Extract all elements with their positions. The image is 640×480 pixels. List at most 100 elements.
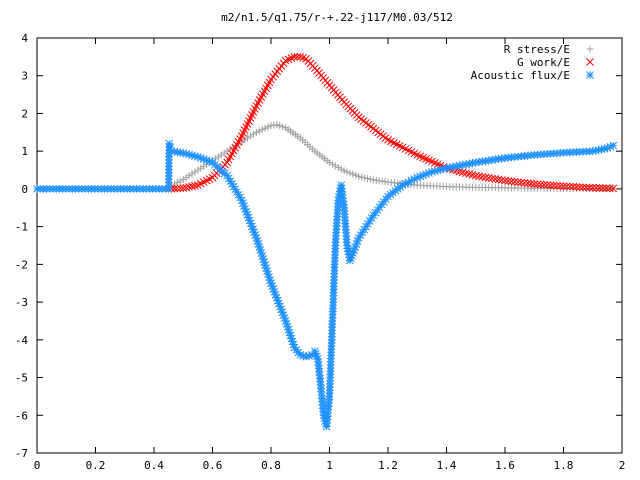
x-tick-label: 2 — [619, 459, 626, 472]
point — [346, 169, 354, 177]
data-marks — [33, 53, 618, 431]
point — [595, 184, 604, 192]
point — [173, 184, 182, 193]
point — [504, 177, 513, 185]
point — [366, 175, 374, 183]
point — [352, 171, 360, 179]
point — [523, 179, 532, 188]
x-tick-label: 0 — [34, 459, 41, 472]
point — [582, 183, 591, 192]
point — [599, 184, 607, 193]
point — [588, 183, 597, 192]
point — [602, 184, 611, 193]
point — [585, 183, 594, 192]
point — [361, 174, 369, 182]
y-tick-label: -6 — [15, 409, 28, 422]
y-tick-label: -5 — [15, 372, 28, 385]
point — [514, 178, 522, 186]
point — [553, 181, 561, 190]
point — [478, 172, 487, 181]
point — [520, 179, 529, 187]
x-tick-label: 0.4 — [144, 459, 164, 472]
point — [276, 122, 284, 130]
point — [398, 181, 407, 189]
point — [331, 162, 339, 170]
axes: 0 0.2 0.4 0.6 0.8 1 1.2 1.4 1.6 1.8 2 4 3 2 1 0 -1 -2 -3 -4… — [15, 32, 626, 472]
point — [562, 182, 571, 191]
point — [572, 183, 581, 191]
point — [488, 174, 496, 183]
point — [501, 176, 509, 185]
y-tick-label: 3 — [21, 70, 28, 83]
point — [527, 179, 535, 188]
point — [343, 168, 351, 176]
point — [458, 161, 467, 169]
point — [491, 175, 500, 183]
point — [273, 121, 281, 129]
x-tick-label: 1 — [326, 459, 333, 472]
point — [533, 180, 542, 189]
point — [494, 175, 503, 184]
y-tick-label: -1 — [15, 221, 28, 234]
legend-label: Acoustic flux/E — [471, 69, 570, 82]
point — [543, 181, 552, 189]
point — [609, 141, 618, 150]
point — [349, 170, 357, 178]
point — [255, 127, 263, 135]
point — [355, 172, 363, 180]
point — [337, 165, 345, 173]
point — [549, 181, 558, 190]
point — [569, 182, 578, 191]
legend-marker — [586, 58, 594, 66]
point — [296, 53, 305, 61]
point — [609, 184, 618, 193]
legend-marker — [586, 71, 594, 79]
legend-label: R stress/E — [504, 43, 570, 56]
y-tick-label: -3 — [15, 296, 28, 309]
y-tick-label: -2 — [15, 258, 28, 271]
y-tick-label: 1 — [21, 145, 28, 158]
point — [575, 183, 584, 191]
y-tick-label: 2 — [21, 107, 28, 120]
point — [185, 183, 193, 191]
x-tick-label: 0.8 — [261, 459, 281, 472]
point — [328, 160, 336, 168]
point — [484, 174, 493, 182]
point — [182, 183, 191, 192]
x-tick-label: 1.4 — [437, 459, 457, 472]
point — [358, 173, 366, 181]
x-tick-label: 0.2 — [86, 459, 106, 472]
point — [579, 183, 587, 192]
point — [170, 184, 179, 193]
point — [507, 177, 516, 186]
point — [264, 123, 272, 131]
point — [299, 53, 308, 62]
x-tick-label: 1.8 — [554, 459, 574, 472]
series-2 — [33, 139, 618, 431]
point — [185, 150, 193, 159]
point — [566, 182, 574, 191]
y-tick-label: 4 — [21, 32, 28, 45]
point — [176, 177, 184, 185]
point — [364, 174, 372, 182]
point — [233, 188, 241, 196]
point — [468, 159, 477, 167]
legend-label: G work/E — [517, 56, 570, 69]
legend-marker — [586, 45, 594, 53]
point — [326, 159, 333, 166]
point — [481, 173, 490, 182]
point — [188, 182, 196, 191]
point — [556, 182, 565, 190]
point — [471, 171, 480, 180]
point — [340, 167, 348, 175]
point — [559, 182, 568, 191]
x-tick-label: 1.6 — [495, 459, 515, 472]
chart-title: m2/n1.5/q1.75/r-+.22-j117/M0.03/512 — [221, 11, 453, 24]
y-tick-label: 0 — [21, 183, 28, 196]
point — [592, 184, 601, 192]
x-tick-label: 1.2 — [378, 459, 398, 472]
point — [191, 181, 199, 190]
point — [517, 178, 526, 187]
